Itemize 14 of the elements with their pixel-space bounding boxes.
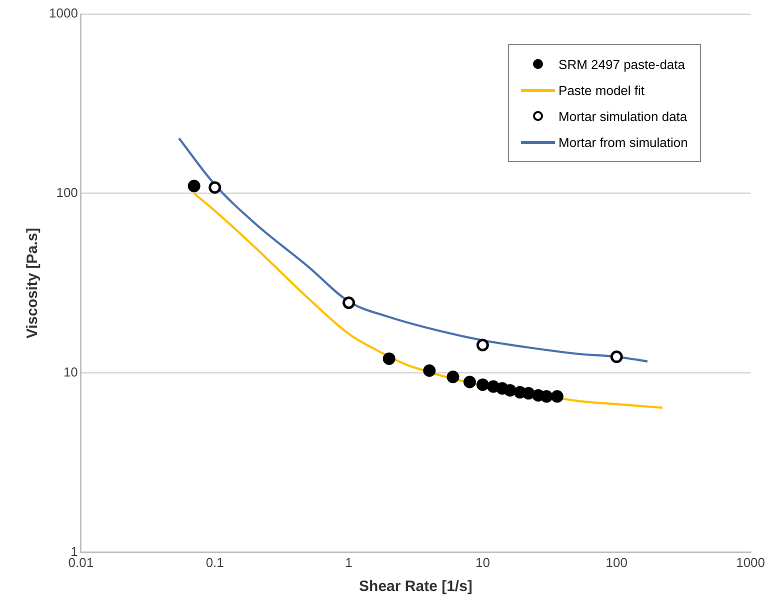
- x-tick-label: 100: [606, 554, 628, 570]
- legend-label: Mortar simulation data: [558, 108, 688, 124]
- x-tick-label: 0.1: [206, 554, 224, 570]
- x-tick-label: 1000: [736, 554, 765, 570]
- y-axis-title: Viscosity [Pa.s]: [24, 228, 42, 339]
- x-axis-title: Shear Rate [1/s]: [359, 578, 472, 596]
- legend-label: SRM 2497 paste-data: [558, 56, 685, 72]
- legend-label: Paste model fit: [558, 82, 645, 98]
- y-tick-label: 10: [63, 364, 78, 380]
- x-tick-label: 10: [475, 554, 490, 570]
- y-tick-label: 100: [56, 185, 78, 200]
- x-tick-label: 1: [345, 554, 352, 570]
- y-tick-label: 1000: [49, 6, 78, 21]
- legend-label: Mortar from simulation: [558, 134, 688, 150]
